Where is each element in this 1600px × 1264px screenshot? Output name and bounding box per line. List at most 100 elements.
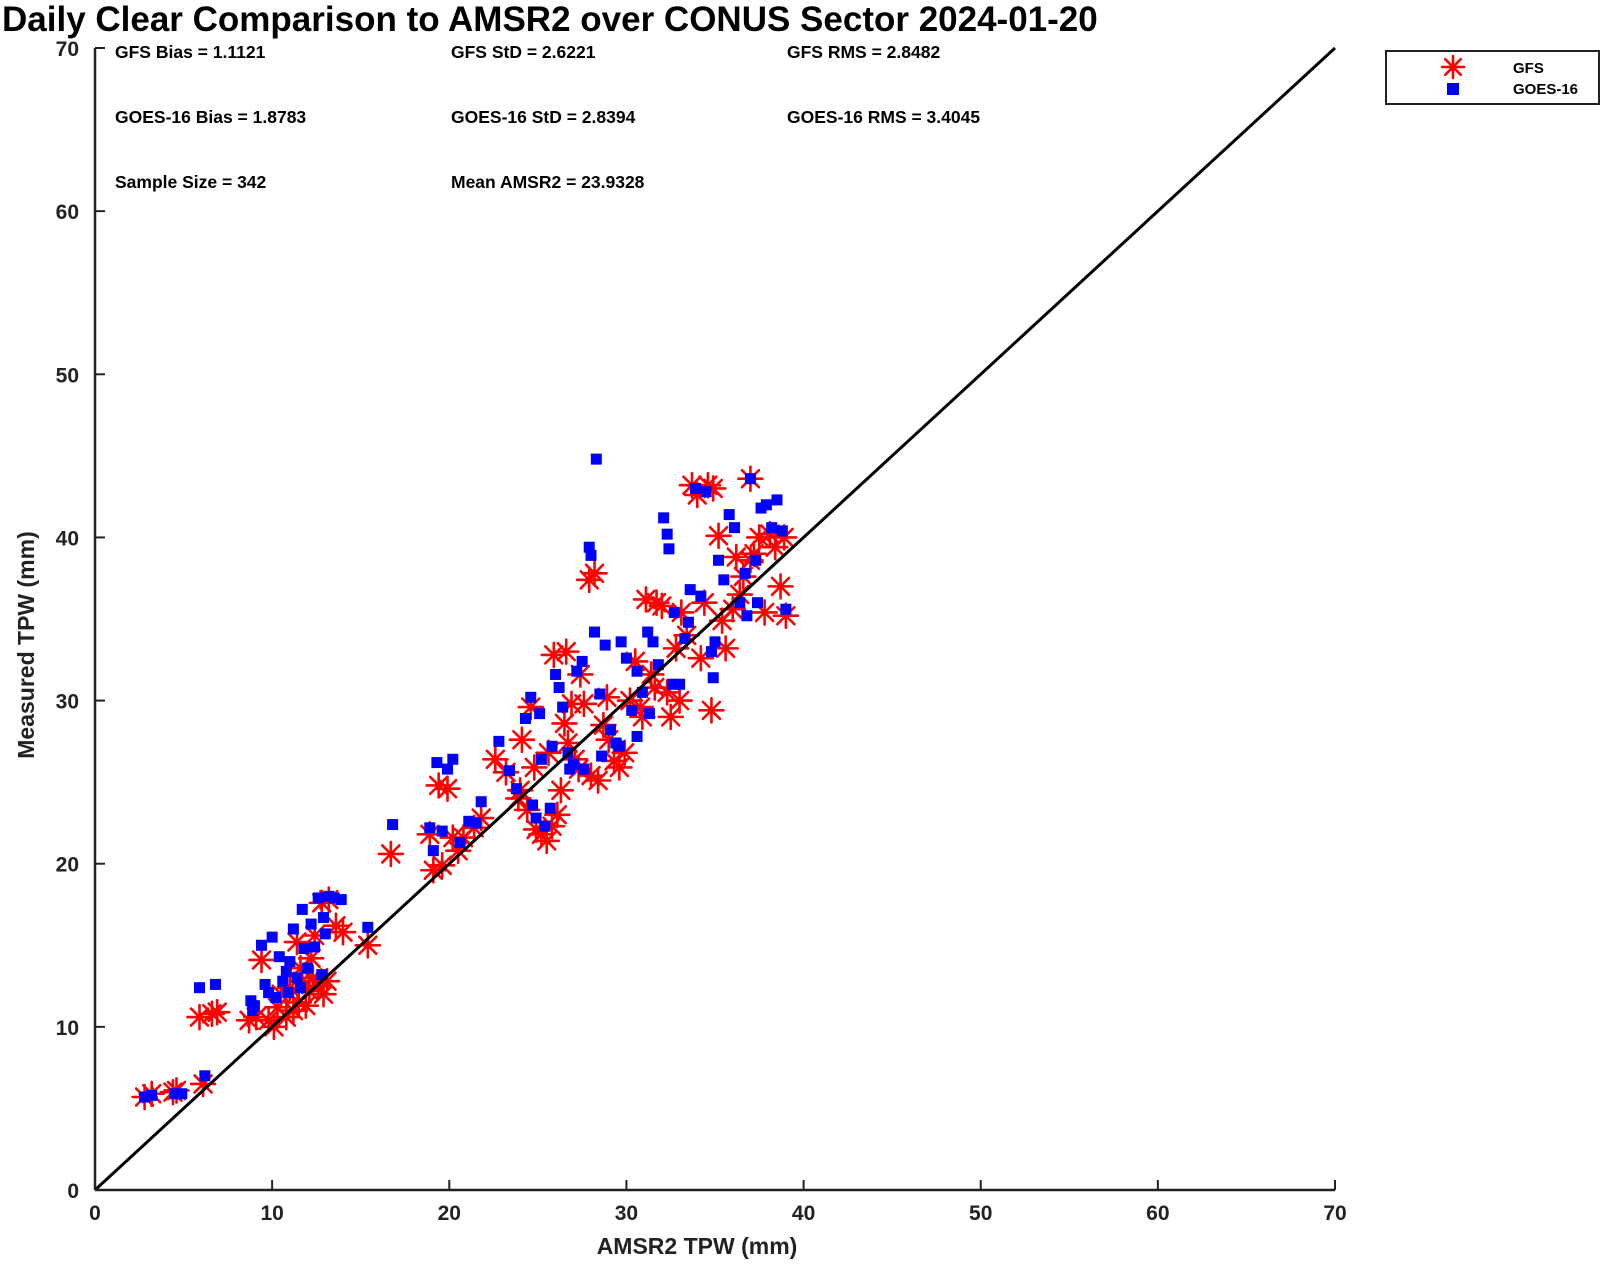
goes-16-point <box>631 730 643 742</box>
stats-layer: GFS Bias = 1.1121 GFS StD = 2.6221 GFS RMS… <box>115 42 980 192</box>
goes-16-point <box>750 554 762 566</box>
legend-gfs-marker <box>1440 54 1466 80</box>
stat-text: GFS Bias = 1.1121 <box>115 42 266 62</box>
goes-16-point <box>734 597 746 609</box>
x-tick-label: 20 <box>438 1202 461 1225</box>
goes-16-point <box>679 633 691 645</box>
goes-16-point <box>493 735 505 747</box>
y-tick-label: 10 <box>56 1017 79 1040</box>
goes-16-point <box>530 812 542 824</box>
goes-16-point <box>247 1005 259 1017</box>
goes-16-point <box>643 708 655 720</box>
goes-16-point <box>709 636 721 648</box>
goes-16-point <box>585 549 597 561</box>
goes-16-point <box>266 931 278 943</box>
chart-title: Daily Clear Comparison to AMSR2 over CON… <box>2 0 1098 39</box>
gfs-point <box>540 641 568 669</box>
goes-16-point <box>199 1070 211 1082</box>
goes-16-point <box>316 969 328 981</box>
gfs-point <box>767 573 794 600</box>
gfs-point <box>552 638 580 665</box>
goes-16-point <box>319 928 331 940</box>
x-tick-label: 30 <box>615 1202 638 1225</box>
ticks-layer: 0 10 20 30 40 50 60 70 0 10 20 30 40 50 60 70 <box>56 38 1347 1225</box>
gfs-point <box>698 697 725 724</box>
goes-16-point <box>599 639 611 651</box>
goes-16-point <box>741 610 753 622</box>
goes-16-point <box>442 763 454 775</box>
goes-16-point <box>194 982 206 994</box>
goes-16-point <box>613 740 625 752</box>
legend: GFS GOES-16 <box>1385 50 1600 105</box>
goes-16-point <box>631 665 643 677</box>
goes-16-point <box>504 765 516 777</box>
gfs-point <box>687 644 715 672</box>
goes-16-point <box>527 799 539 811</box>
goes-16-point <box>294 982 306 994</box>
goes-16-point <box>682 616 694 628</box>
y-tick-label: 50 <box>56 364 79 387</box>
stat-text: GFS StD = 2.6221 <box>451 42 596 62</box>
goes-16-point <box>511 783 523 795</box>
goes-16-point <box>475 796 487 808</box>
series-goes-16 <box>139 453 792 1103</box>
goes-16-point <box>571 665 583 677</box>
goes-16-point <box>539 820 551 832</box>
y-tick-label: 70 <box>56 38 79 61</box>
goes-16-point <box>780 603 792 615</box>
gfs-point <box>434 775 461 802</box>
goes-16-point <box>663 543 675 555</box>
goes-16-point <box>615 636 627 648</box>
x-tick-label: 60 <box>1146 1202 1169 1225</box>
goes-16-point <box>305 918 317 930</box>
goes-16-point <box>690 482 702 494</box>
y-tick-label: 40 <box>56 527 79 550</box>
goes-16-point <box>534 708 546 720</box>
goes-16-point <box>652 659 664 671</box>
goes-16-point <box>535 753 547 765</box>
x-tick-label: 70 <box>1323 1202 1346 1225</box>
goes-16-point <box>707 672 719 684</box>
goes-16-point <box>744 473 756 485</box>
goes-16-point <box>766 522 778 534</box>
goes-16-point <box>553 682 565 694</box>
goes-16-point <box>427 845 439 857</box>
goes-16-point <box>739 567 751 579</box>
one-to-one-line <box>93 46 1337 1192</box>
y-tick-label: 60 <box>56 201 79 224</box>
goes-16-point <box>695 590 707 602</box>
goes-16-point <box>760 499 772 511</box>
goes-16-point <box>296 903 308 915</box>
goes-16-point <box>589 626 601 638</box>
goes-16-point <box>277 975 289 987</box>
goes-16-point <box>335 894 347 906</box>
goes-16-point <box>583 541 595 553</box>
gfs-point <box>203 998 231 1026</box>
y-tick-label: 0 <box>67 1180 79 1203</box>
goes-16-point <box>684 584 696 596</box>
gfs-point <box>508 726 536 754</box>
legend-goes-16-marker <box>1447 83 1459 95</box>
gfs-point <box>377 840 405 868</box>
goes-16-point <box>318 912 330 924</box>
goes-16-point <box>312 892 324 904</box>
goes-16-point <box>146 1089 158 1101</box>
goes-16-point <box>463 815 475 827</box>
goes-16-point <box>718 574 730 586</box>
legend-entries: GFS GOES-16 <box>1440 54 1578 98</box>
gfs-point <box>329 918 357 946</box>
stat-text: Sample Size = 342 <box>115 172 267 192</box>
goes-16-point <box>771 494 783 506</box>
gfs-point <box>705 522 732 550</box>
axes-layer: AMSR2 TPW (mm) Measured TPW (mm) <box>13 48 1335 1259</box>
goes-16-point <box>728 522 740 534</box>
goes-16-point <box>578 763 590 775</box>
goes-16-point <box>519 713 531 725</box>
goes-16-point <box>666 678 678 690</box>
goes-16-point <box>424 822 436 834</box>
goes-16-point <box>284 956 296 968</box>
goes-16-point <box>642 626 654 638</box>
marks-layer <box>93 46 1337 1192</box>
goes-16-point <box>546 740 558 752</box>
goes-16-point <box>263 987 275 999</box>
